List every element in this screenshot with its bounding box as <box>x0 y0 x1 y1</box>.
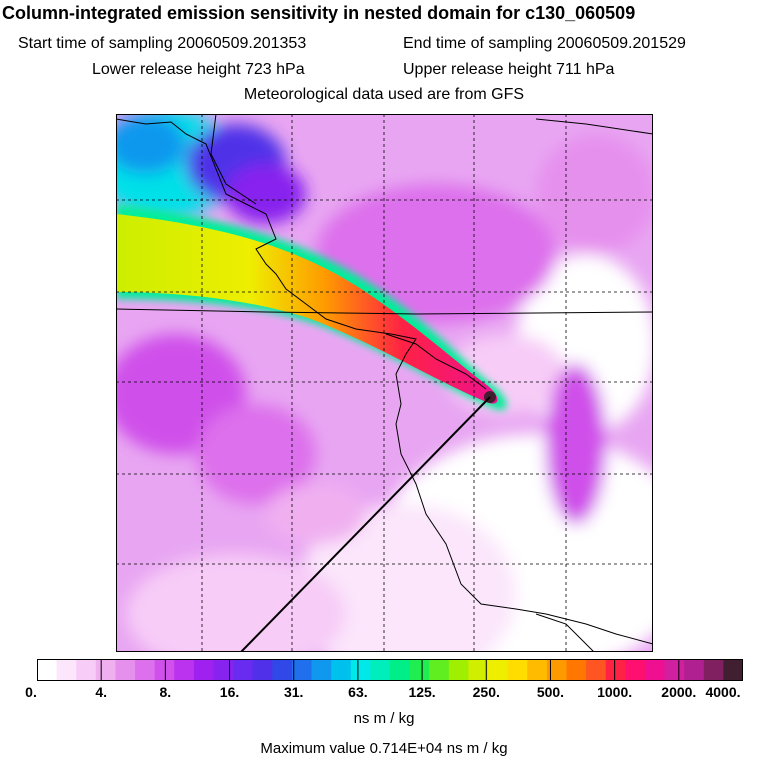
legend-swatch <box>664 659 685 681</box>
end-time-line: End time of sampling 20060509.201529 <box>403 35 686 53</box>
legend-tick-label: 4000. <box>705 684 741 700</box>
end-time-label: End time of sampling <box>403 35 553 52</box>
legend-swatch <box>644 659 666 681</box>
legend-tick-label: 0. <box>25 684 37 700</box>
sensitivity-field <box>116 114 653 652</box>
start-time-line: Start time of sampling 20060509.201353 <box>18 35 306 53</box>
lower-height-line: Lower release height 723 hPa <box>92 61 305 79</box>
legend-swatch <box>390 659 411 681</box>
legend-swatch <box>154 659 175 681</box>
legend-swatch <box>291 659 313 681</box>
legend-swatch <box>311 659 332 681</box>
legend-swatch <box>193 659 214 681</box>
map-border <box>116 114 653 652</box>
legend-tick-label: 2000. <box>661 684 697 700</box>
map-title: Column-integrated emission sensitivity i… <box>2 3 636 23</box>
legend-swatch <box>350 659 371 681</box>
legend-swatch <box>174 659 195 681</box>
lower-height-label: Lower release height <box>92 61 241 78</box>
legend-tick-label: 4. <box>95 684 108 700</box>
start-time-label: Start time of sampling <box>18 35 173 52</box>
legend-tick-label: 500. <box>536 684 565 700</box>
legend-swatch <box>566 659 587 681</box>
upper-height-label: Upper release height <box>403 61 552 78</box>
legend-swatch <box>370 659 391 681</box>
legend-swatch <box>233 659 254 681</box>
legend-border <box>37 659 743 681</box>
start-time-value: 20060509.201353 <box>177 35 307 52</box>
legend-swatch <box>605 659 626 681</box>
legend-swatch <box>429 659 450 681</box>
legend-swatch <box>625 659 646 681</box>
legend-swatch <box>546 659 567 681</box>
maximum-value-line: Maximum value 0.714E+04 ns m / kg <box>0 740 768 757</box>
legend-swatch <box>252 659 273 681</box>
legend-tick-label: 31. <box>283 684 304 700</box>
legend-tick-label: 63. <box>348 684 368 700</box>
legend-swatch <box>331 659 352 681</box>
legend-swatch <box>448 659 469 681</box>
end-time-value: 20060509.201529 <box>556 35 686 52</box>
legend-swatch <box>527 659 548 681</box>
legend-tick-label: 125. <box>408 684 436 700</box>
legend-swatch <box>37 659 58 681</box>
flight-track <box>240 396 491 652</box>
legend-swatch <box>409 659 430 681</box>
legend-swatch <box>213 659 234 681</box>
max-value-units: ns m / kg <box>446 740 508 757</box>
legend-swatch <box>115 659 136 681</box>
upper-height-line: Upper release height 711 hPa <box>403 61 614 79</box>
legend-units: ns m / kg <box>353 710 415 727</box>
legend-swatch <box>684 659 705 681</box>
upper-height-value: 711 hPa <box>556 61 615 78</box>
legend-swatch <box>723 659 743 681</box>
legend-swatch <box>95 659 116 681</box>
lower-height-value: 723 hPa <box>245 61 305 78</box>
max-value: 0.714E+04 <box>369 740 443 757</box>
legend-swatch <box>272 659 293 681</box>
legend-tick-label: 16. <box>219 684 240 700</box>
met-source-line: Meteorological data used are from GFS <box>243 86 525 103</box>
legend-swatch <box>586 659 607 681</box>
legend-tick-label: 250. <box>472 684 500 700</box>
legend-swatch <box>507 659 528 681</box>
sensitivity-map <box>116 114 653 652</box>
legend-swatch <box>488 659 509 681</box>
color-legend-bar <box>37 659 743 681</box>
legend-tick-label: 8. <box>159 684 172 700</box>
legend-swatch <box>468 659 489 681</box>
legend-swatch <box>703 659 724 681</box>
legend-swatch <box>135 659 156 681</box>
legend-swatch <box>76 659 97 681</box>
legend-tick-label: 1000. <box>597 684 633 700</box>
max-value-label: Maximum value <box>260 740 366 757</box>
legend-swatch <box>56 659 77 681</box>
